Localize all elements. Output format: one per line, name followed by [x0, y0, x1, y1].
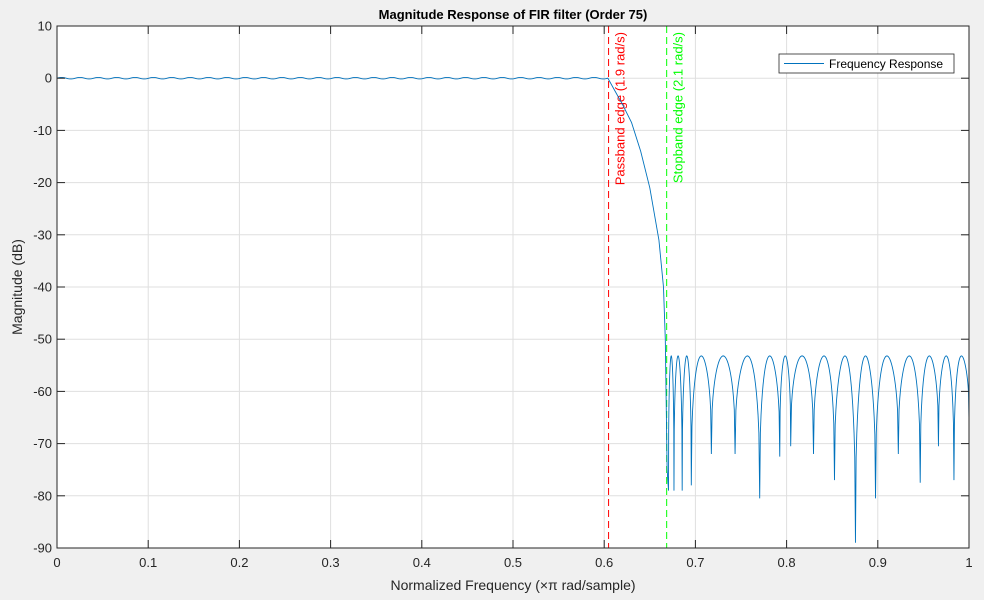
x-tick-label: 0.8: [778, 555, 796, 570]
x-tick-label: 0.2: [230, 555, 248, 570]
x-tick-label: 0.1: [139, 555, 157, 570]
legend[interactable]: Frequency Response: [778, 53, 955, 74]
x-axis-label: Normalized Frequency (×π rad/sample): [390, 577, 635, 593]
x-tick-label: 0: [53, 555, 60, 570]
legend-box: [778, 53, 955, 74]
chart-title: Magnitude Response of FIR filter (Order …: [379, 7, 648, 22]
stopband-edge-label: Stopband edge (2.1 rad/s): [671, 32, 686, 183]
y-tick-label: -50: [33, 332, 52, 347]
y-tick-label: -80: [33, 488, 52, 503]
x-tick-label: 0.4: [413, 555, 431, 570]
x-tick-label: 1: [965, 555, 972, 570]
y-tick-labels: 10 0 -10 -20 -30 -40 -50 -60 -70 -80 -90: [33, 19, 52, 556]
y-tick-label: -20: [33, 175, 52, 190]
y-tick-label: 0: [45, 71, 52, 86]
x-tick-label: 0.9: [869, 555, 887, 570]
x-tick-labels: 0 0.1 0.2 0.3 0.4 0.5 0.6 0.7 0.8 0.9 1: [53, 555, 972, 570]
y-tick-label: -30: [33, 227, 52, 242]
y-tick-label: -60: [33, 384, 52, 399]
y-axis-label: Magnitude (dB): [9, 239, 25, 335]
series-line-frequency-response: [56, 76, 970, 543]
y-tick-label: -70: [33, 436, 52, 451]
y-tick-label: 10: [38, 19, 52, 34]
x-tick-label: 0.5: [504, 555, 522, 570]
x-tick-label: 0.7: [686, 555, 704, 570]
y-tick-label: -10: [33, 123, 52, 138]
ticks: [56, 25, 970, 549]
y-tick-label: -40: [33, 280, 52, 295]
y-tick-label: -90: [33, 541, 52, 556]
passband-edge-label: Passband edge (1.9 rad/s): [613, 32, 628, 185]
x-tick-label: 0.6: [595, 555, 613, 570]
x-tick-label: 0.3: [322, 555, 340, 570]
legend-entry-frequency-response: Frequency Response: [829, 57, 943, 71]
